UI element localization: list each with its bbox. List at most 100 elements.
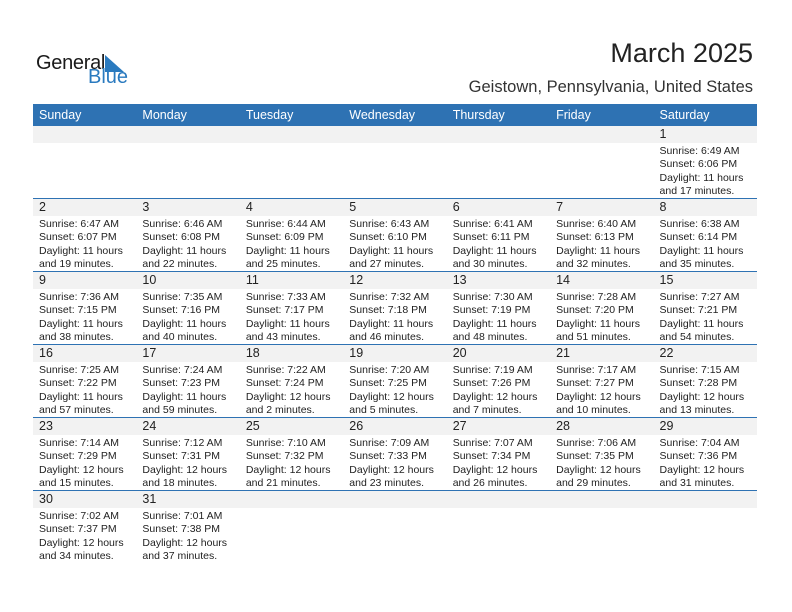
minutes-text: and 48 minutes. bbox=[452, 331, 528, 344]
sunrise-text: Sunrise: 7:32 AM bbox=[349, 291, 430, 303]
weekday-friday: Friday bbox=[556, 108, 591, 122]
empty-cell bbox=[343, 491, 446, 563]
sunrise-text: Sunrise: 7:27 AM bbox=[659, 291, 740, 303]
sunset-text: Sunset: 7:23 PM bbox=[142, 377, 221, 390]
empty-cell bbox=[447, 126, 550, 199]
sunset-text: Sunset: 7:32 PM bbox=[245, 450, 324, 463]
minutes-text: and 32 minutes. bbox=[556, 258, 631, 271]
minutes-text: and 25 minutes. bbox=[245, 258, 321, 271]
weekday-thursday: Thursday bbox=[452, 108, 505, 122]
logo: General Blue bbox=[36, 52, 128, 88]
sunrise-text: Sunrise: 7:25 AM bbox=[39, 364, 119, 376]
sunrise-text: Sunrise: 7:01 AM bbox=[142, 510, 223, 522]
sunset-text: Sunset: 7:25 PM bbox=[349, 377, 427, 390]
week-row: 2 Sunrise: 6:47 AM Sunset: 6:07 PM Daylight… bbox=[33, 198, 757, 271]
day-number: 10 bbox=[142, 273, 157, 287]
minutes-text: and 43 minutes. bbox=[245, 331, 321, 344]
day-cell: 29 Sunrise: 7:04 AM Sunset: 7:36 PM Dayligh… bbox=[654, 418, 757, 490]
sunset-text: Sunset: 7:20 PM bbox=[556, 304, 634, 317]
date-strip bbox=[33, 345, 757, 362]
day-number: 6 bbox=[452, 200, 460, 214]
sunrise-text: Sunrise: 7:09 AM bbox=[349, 437, 430, 449]
day-number: 17 bbox=[142, 346, 157, 360]
minutes-text: and 18 minutes. bbox=[142, 477, 218, 490]
empty-cell bbox=[654, 491, 757, 563]
day-cell: 9 Sunrise: 7:36 AM Sunset: 7:15 PM Daylight… bbox=[33, 272, 136, 344]
daylight-text: Daylight: 11 hours bbox=[659, 317, 744, 330]
weekday-monday: Monday bbox=[142, 108, 187, 122]
location-subtitle: Geistown, Pennsylvania, United States bbox=[468, 78, 753, 96]
minutes-text: and 7 minutes. bbox=[452, 404, 522, 417]
day-cell: 18 Sunrise: 7:22 AM Sunset: 7:24 PM Dayligh… bbox=[240, 345, 343, 417]
sunrise-text: Sunrise: 6:49 AM bbox=[659, 145, 740, 157]
sunrise-text: Sunrise: 6:47 AM bbox=[39, 218, 119, 230]
minutes-text: and 29 minutes. bbox=[556, 477, 631, 490]
sunset-text: Sunset: 6:06 PM bbox=[659, 158, 738, 171]
sunset-text: Sunset: 6:10 PM bbox=[349, 231, 427, 244]
sunset-text: Sunset: 7:34 PM bbox=[452, 450, 531, 463]
day-number: 2 bbox=[39, 200, 46, 214]
sunset-text: Sunset: 6:13 PM bbox=[556, 231, 634, 244]
sunset-text: Sunset: 7:35 PM bbox=[556, 450, 634, 463]
day-number: 8 bbox=[659, 200, 667, 214]
daylight-text: Daylight: 12 hours bbox=[349, 463, 434, 476]
daylight-text: Daylight: 11 hours bbox=[142, 244, 227, 257]
sunrise-text: Sunrise: 7:36 AM bbox=[39, 291, 119, 303]
sunrise-text: Sunrise: 7:02 AM bbox=[39, 510, 119, 522]
minutes-text: and 51 minutes. bbox=[556, 331, 631, 344]
daylight-text: Daylight: 11 hours bbox=[245, 317, 330, 330]
daylight-text: Daylight: 12 hours bbox=[245, 463, 331, 476]
sunrise-text: Sunrise: 7:20 AM bbox=[349, 364, 430, 376]
day-cell: 31 Sunrise: 7:01 AM Sunset: 7:38 PM Dayligh… bbox=[136, 491, 239, 563]
sunrise-text: Sunrise: 7:04 AM bbox=[659, 437, 740, 449]
day-cell: 10 Sunrise: 7:35 AM Sunset: 7:16 PM Dayligh… bbox=[136, 272, 239, 344]
sunrise-text: Sunrise: 7:35 AM bbox=[142, 291, 223, 303]
minutes-text: and 37 minutes. bbox=[142, 550, 218, 563]
sunrise-text: Sunrise: 7:28 AM bbox=[556, 291, 637, 303]
sunset-text: Sunset: 7:33 PM bbox=[349, 450, 427, 463]
daylight-text: Daylight: 12 hours bbox=[39, 536, 124, 549]
daylight-text: Daylight: 11 hours bbox=[556, 244, 640, 257]
daylight-text: Daylight: 11 hours bbox=[349, 244, 434, 257]
sunset-text: Sunset: 6:11 PM bbox=[452, 231, 530, 244]
minutes-text: and 10 minutes. bbox=[556, 404, 631, 417]
daylight-text: Daylight: 12 hours bbox=[452, 390, 538, 403]
minutes-text: and 46 minutes. bbox=[349, 331, 424, 344]
sunrise-text: Sunrise: 6:44 AM bbox=[245, 218, 326, 230]
sunset-text: Sunset: 6:14 PM bbox=[659, 231, 738, 244]
day-cell: 13 Sunrise: 7:30 AM Sunset: 7:19 PM Dayligh… bbox=[447, 272, 550, 344]
day-cell: 15 Sunrise: 7:27 AM Sunset: 7:21 PM Dayligh… bbox=[654, 272, 757, 344]
daylight-text: Daylight: 12 hours bbox=[556, 463, 641, 476]
day-number: 20 bbox=[452, 346, 467, 360]
day-number: 24 bbox=[142, 419, 157, 433]
day-cell: 21 Sunrise: 7:17 AM Sunset: 7:27 PM Dayligh… bbox=[550, 345, 653, 417]
minutes-text: and 31 minutes. bbox=[659, 477, 735, 490]
date-strip bbox=[33, 126, 757, 143]
daylight-text: Daylight: 11 hours bbox=[245, 244, 330, 257]
empty-cell bbox=[33, 126, 136, 199]
minutes-text: and 5 minutes. bbox=[349, 404, 419, 417]
weekday-wednesday: Wednesday bbox=[349, 108, 416, 122]
sunset-text: Sunset: 7:17 PM bbox=[245, 304, 324, 317]
day-cell: 24 Sunrise: 7:12 AM Sunset: 7:31 PM Dayligh… bbox=[136, 418, 239, 490]
weekday-header: Sunday Monday Tuesday Wednesday Thursday Frid… bbox=[33, 104, 757, 126]
minutes-text: and 27 minutes. bbox=[349, 258, 424, 271]
empty-cell bbox=[550, 491, 653, 563]
daylight-text: Daylight: 12 hours bbox=[142, 463, 228, 476]
sunrise-text: Sunrise: 7:12 AM bbox=[142, 437, 223, 449]
day-number: 9 bbox=[39, 273, 46, 287]
day-number: 13 bbox=[452, 273, 467, 287]
day-cell: 16 Sunrise: 7:25 AM Sunset: 7:22 PM Dayligh… bbox=[33, 345, 136, 417]
logo-word-general: General bbox=[36, 52, 106, 74]
day-number: 21 bbox=[556, 346, 571, 360]
daylight-text: Daylight: 11 hours bbox=[142, 390, 227, 403]
empty-cell bbox=[240, 491, 343, 563]
day-cell: 30 Sunrise: 7:02 AM Sunset: 7:37 PM Dayligh… bbox=[33, 491, 136, 563]
day-cell: 26 Sunrise: 7:09 AM Sunset: 7:33 PM Dayligh… bbox=[343, 418, 446, 490]
sunset-text: Sunset: 7:36 PM bbox=[659, 450, 738, 463]
weekday-saturday: Saturday bbox=[659, 108, 710, 122]
daylight-text: Daylight: 11 hours bbox=[452, 244, 537, 257]
minutes-text: and 30 minutes. bbox=[452, 258, 528, 271]
sunrise-text: Sunrise: 6:40 AM bbox=[556, 218, 637, 230]
date-strip bbox=[33, 272, 757, 289]
